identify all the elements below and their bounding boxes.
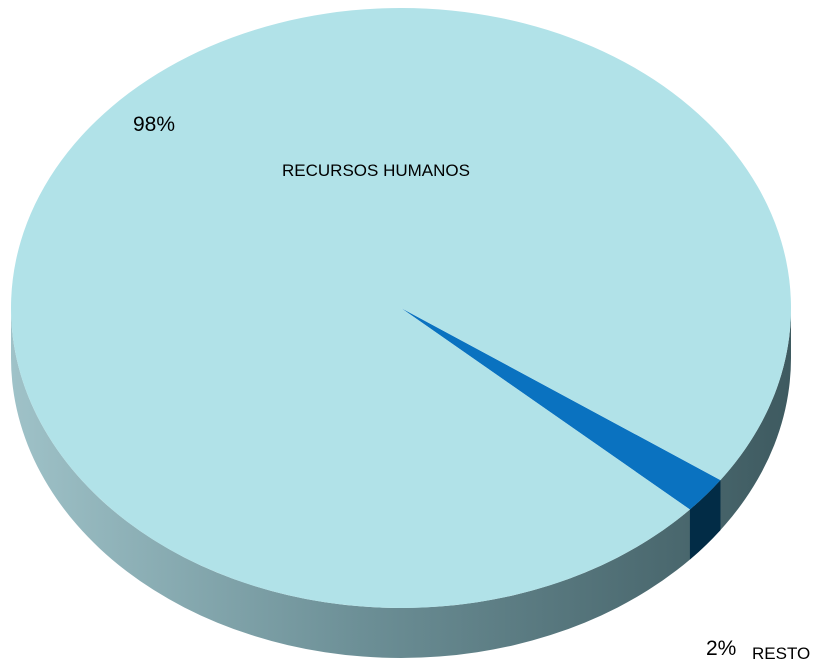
pie-wall-recursos-humanos: [11, 308, 791, 658]
pie-side-wall: [11, 308, 791, 658]
slice-category-label-resto: RESTO: [752, 644, 810, 663]
pie-wall-resto: [689, 480, 721, 560]
slice-category-label-recursos-humanos: RECURSOS HUMANOS: [282, 161, 470, 180]
pie-slice-resto: [401, 308, 721, 510]
slice-value-label-recursos-humanos: 98%: [133, 113, 175, 136]
pie-top-face: [11, 7, 792, 608]
pie-slice-recursos-humanos: [11, 7, 792, 608]
pie-labels: 98% RECURSOS HUMANOS 2% RESTO: [133, 113, 810, 663]
slice-value-label-resto: 2%: [706, 637, 736, 660]
